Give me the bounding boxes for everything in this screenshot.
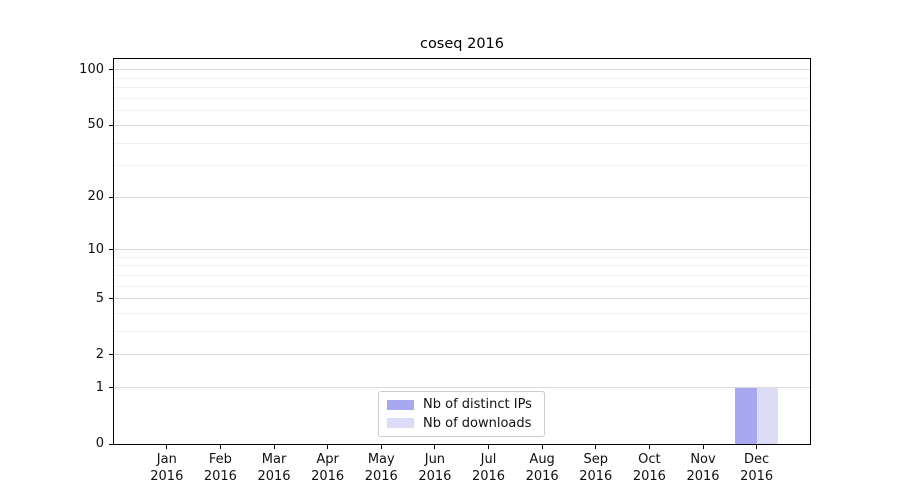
x-tick-mark [273, 445, 275, 449]
y-tick-mark [109, 298, 113, 300]
x-tick-label: May 2016 [349, 452, 413, 485]
major-gridline [114, 196, 810, 198]
bar-dec-series0 [735, 387, 757, 444]
legend-label: Nb of distinct IPs [423, 397, 532, 413]
plot-area [113, 58, 811, 445]
legend-label: Nb of downloads [423, 415, 532, 431]
x-tick-year: 2016 [418, 468, 452, 484]
y-tick-mark [109, 354, 113, 356]
minor-gridline [114, 110, 810, 112]
x-tick-label: Jan 2016 [135, 452, 199, 485]
x-tick-month: Mar [261, 452, 287, 467]
y-tick-label: 1 [95, 379, 104, 395]
minor-gridline [114, 256, 810, 258]
x-tick-year: 2016 [364, 468, 398, 484]
bar-dec-series1 [756, 387, 778, 444]
major-gridline [114, 387, 810, 389]
minor-gridline [114, 331, 810, 333]
major-gridline [114, 249, 810, 251]
y-tick-label: 2 [95, 346, 104, 362]
x-tick-year: 2016 [579, 468, 613, 484]
legend-swatch [387, 399, 414, 410]
x-tick-label: Nov 2016 [671, 452, 735, 485]
major-gridline [114, 354, 810, 356]
x-tick-month: Jan [156, 452, 177, 467]
x-tick-month: Aug [529, 452, 555, 467]
x-tick-month: Oct [638, 452, 661, 467]
x-tick-mark [702, 445, 704, 449]
x-tick-month: Feb [208, 452, 232, 467]
x-tick-mark [219, 445, 221, 449]
y-tick-mark [109, 196, 113, 198]
x-tick-label: Jul 2016 [457, 452, 521, 485]
major-gridline [114, 124, 810, 126]
x-tick-label: Sep 2016 [564, 452, 628, 485]
y-tick-mark [109, 387, 113, 389]
x-tick-year: 2016 [632, 468, 666, 484]
minor-gridline [114, 165, 810, 167]
x-tick-mark [541, 445, 543, 449]
x-tick-mark [327, 445, 329, 449]
x-tick-year: 2016 [525, 468, 559, 484]
y-tick-label: 5 [95, 290, 104, 306]
minor-gridline [114, 285, 810, 287]
y-tick-label: 20 [87, 189, 104, 205]
legend: Nb of distinct IPs Nb of downloads [378, 391, 545, 437]
y-tick-mark [109, 443, 113, 445]
x-tick-month: Jul [480, 452, 497, 467]
minor-gridline [114, 313, 810, 315]
y-tick-mark [109, 69, 113, 71]
minor-gridline [114, 98, 810, 100]
x-tick-month: Nov [690, 452, 716, 467]
legend-entry: Nb of downloads [387, 416, 536, 431]
x-tick-mark [380, 445, 382, 449]
minor-gridline [114, 274, 810, 276]
x-tick-mark [434, 445, 436, 449]
x-tick-mark [166, 445, 168, 449]
x-tick-mark [488, 445, 490, 449]
legend-entry: Nb of distinct IPs [387, 397, 536, 412]
x-tick-mark [648, 445, 650, 449]
major-gridline [114, 69, 810, 71]
x-tick-label: Mar 2016 [242, 452, 306, 485]
x-tick-year: 2016 [471, 468, 506, 484]
x-tick-mark [756, 445, 758, 449]
y-tick-mark [109, 124, 113, 126]
x-tick-label: Aug 2016 [510, 452, 574, 485]
x-tick-mark [595, 445, 597, 449]
x-tick-label: Jun 2016 [403, 452, 467, 485]
chart-title: coseq 2016 [419, 36, 505, 52]
minor-gridline [114, 87, 810, 89]
x-tick-year: 2016 [150, 468, 184, 484]
x-tick-year: 2016 [203, 468, 237, 484]
minor-gridline [114, 265, 810, 267]
legend-swatch [387, 418, 414, 429]
x-tick-label: Oct 2016 [617, 452, 681, 485]
x-tick-label: Dec 2016 [725, 452, 789, 485]
x-tick-year: 2016 [311, 468, 345, 484]
x-tick-label: Apr 2016 [296, 452, 360, 485]
minor-gridline [114, 77, 810, 79]
y-tick-label: 100 [79, 61, 104, 77]
x-tick-month: Sep [583, 452, 608, 467]
y-tick-label: 50 [87, 117, 104, 133]
y-tick-label: 0 [95, 436, 104, 451]
x-tick-month: Jun [424, 452, 446, 467]
x-tick-month: Dec [744, 452, 770, 467]
minor-gridline [114, 142, 810, 144]
x-tick-year: 2016 [686, 468, 720, 484]
y-tick-label: 10 [87, 241, 104, 257]
x-tick-label: Feb 2016 [188, 452, 252, 485]
y-tick-mark [109, 249, 113, 251]
major-gridline [114, 298, 810, 300]
x-tick-month: May [367, 452, 395, 467]
x-tick-year: 2016 [257, 468, 291, 484]
x-tick-month: Apr [316, 452, 339, 467]
x-tick-year: 2016 [740, 468, 774, 484]
